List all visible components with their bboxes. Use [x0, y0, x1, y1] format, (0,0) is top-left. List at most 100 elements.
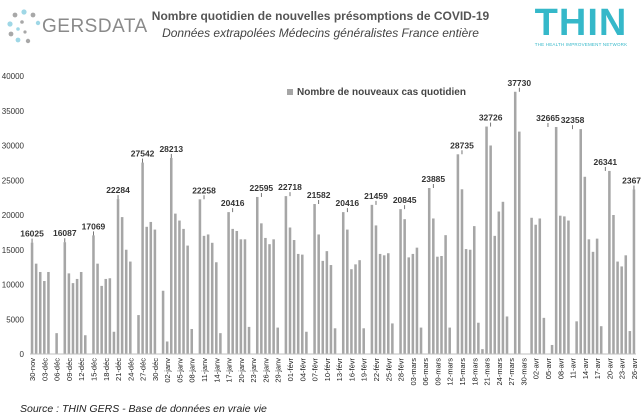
bar-30-déc	[153, 229, 157, 354]
x-tick-label: 06-déc	[53, 358, 62, 381]
x-tick-label: 15-mars	[458, 358, 467, 386]
y-tick-label: 20000	[2, 211, 25, 220]
data-label: 28213	[159, 144, 183, 154]
bar-21-déc	[116, 199, 120, 354]
bar-18-mars	[472, 226, 476, 354]
bar-25-avr	[628, 331, 632, 354]
bar-20-janv	[239, 239, 243, 354]
bar-22-févr	[374, 225, 378, 354]
bar-18-avr	[599, 326, 603, 354]
bar-22-janv	[247, 326, 251, 354]
thin-logo-tagline: THE HEALTH IMPROVEMENT NETWORK	[534, 42, 628, 47]
y-tick-label: 30000	[2, 142, 25, 151]
data-label: 32665	[536, 113, 560, 123]
bar-21-févr	[370, 204, 374, 354]
bar-08-janv	[190, 328, 194, 354]
bar-04-avr	[542, 317, 546, 354]
bar-16-févr	[350, 269, 353, 354]
x-tick-label: 01-févr	[286, 357, 295, 381]
x-tick-label: 24-déc	[126, 358, 135, 381]
bar-14-févr	[341, 212, 345, 354]
bar-18-janv	[231, 228, 234, 354]
bar-15-avr	[587, 239, 591, 354]
bar-09-avr	[563, 216, 566, 354]
x-tick-label: 02-janv	[163, 358, 172, 383]
x-tick-label: 12-déc	[77, 358, 86, 381]
y-tick-label: 35000	[2, 107, 25, 116]
x-tick-label: 27-mars	[507, 358, 516, 386]
bar-07-mars	[427, 188, 431, 354]
x-tick-label: 29-janv	[274, 358, 283, 383]
bar-12-déc	[79, 271, 83, 354]
bar-04-févr	[301, 254, 304, 354]
bar-17-févr	[354, 264, 357, 354]
x-tick-label: 03-déc	[40, 358, 49, 381]
data-label: 26341	[593, 157, 617, 167]
x-tick-label: 26-avr	[630, 358, 639, 380]
data-label: 32726	[479, 113, 503, 123]
bar-24-avr	[624, 255, 628, 354]
bar-24-févr	[382, 255, 386, 354]
bar-23-déc	[124, 249, 128, 354]
x-tick-label: 27-déc	[139, 358, 148, 381]
bar-28-févr	[399, 209, 402, 354]
bar-06-déc	[55, 333, 58, 354]
bar-14-janv	[215, 262, 218, 354]
bar-26-avr	[632, 189, 636, 354]
bar-20-mars	[481, 349, 484, 354]
data-label: 20416	[336, 198, 360, 208]
bar-01-févr	[288, 227, 292, 354]
bar-21-mars	[485, 126, 488, 354]
x-tick-label: 10-févr	[323, 357, 332, 381]
bar-11-déc	[75, 278, 79, 354]
bar-26-déc	[137, 315, 140, 354]
x-tick-label: 22-févr	[372, 357, 381, 381]
bar-12-mars	[448, 327, 451, 354]
bar-30-nov	[30, 242, 34, 354]
bar-13-avr	[579, 129, 582, 354]
bar-24-déc	[129, 261, 132, 354]
data-labels: 16025 16087 17069 22284 27542 28213 22258 20416…	[20, 78, 641, 243]
bars	[30, 91, 636, 354]
x-tick-label: 21-mars	[483, 358, 492, 386]
bar-12-avr	[575, 321, 578, 354]
x-tick-label: 08-avr	[556, 358, 565, 380]
bar-11-janv	[202, 235, 206, 354]
data-label: 20845	[393, 195, 417, 205]
bar-14-mars	[456, 154, 460, 354]
bar-29-déc	[149, 221, 153, 354]
gersdata-logo-text: GERSDATA	[42, 16, 148, 37]
y-tick-label: 25000	[2, 176, 25, 185]
bar-01-janv	[161, 290, 165, 354]
x-tick-label: 21-déc	[114, 358, 123, 381]
bar-19-janv	[235, 230, 239, 354]
bar-17-janv	[227, 212, 230, 354]
bar-22-avr	[616, 261, 619, 354]
data-label: 22718	[278, 182, 302, 192]
bar-05-févr	[305, 331, 308, 354]
bar-11-févr	[329, 265, 333, 354]
x-tick-label: 23-janv	[249, 358, 258, 383]
bar-24-janv	[255, 196, 259, 354]
bar-10-févr	[325, 251, 329, 354]
x-tick-label: 11-janv	[200, 358, 209, 382]
gersdata-wordmark: GERSDATA	[42, 16, 148, 38]
bar-23-avr	[620, 266, 623, 354]
bar-02-avr	[534, 224, 537, 354]
bar-15-déc	[92, 235, 95, 354]
x-tick-label: 05-janv	[175, 358, 184, 383]
bar-02-déc	[38, 271, 42, 354]
x-tick-label: 13-févr	[335, 357, 344, 381]
gersdata-logo: GERSDATA	[6, 6, 147, 46]
legend-label: Nombre de nouveaux cas quotidien	[297, 87, 466, 98]
bar-02-févr	[292, 240, 296, 354]
bar-25-mars	[501, 201, 505, 354]
x-tick-label: 09-déc	[65, 358, 74, 381]
bar-21-avr	[612, 215, 615, 354]
bar-27-janv	[268, 244, 271, 354]
thin-logo: THIN THE HEALTH IMPROVEMENT NETWORK	[531, 4, 631, 52]
bar-03-févr	[296, 253, 300, 354]
bar-03-déc	[43, 281, 46, 354]
data-label: 16025	[20, 229, 44, 239]
